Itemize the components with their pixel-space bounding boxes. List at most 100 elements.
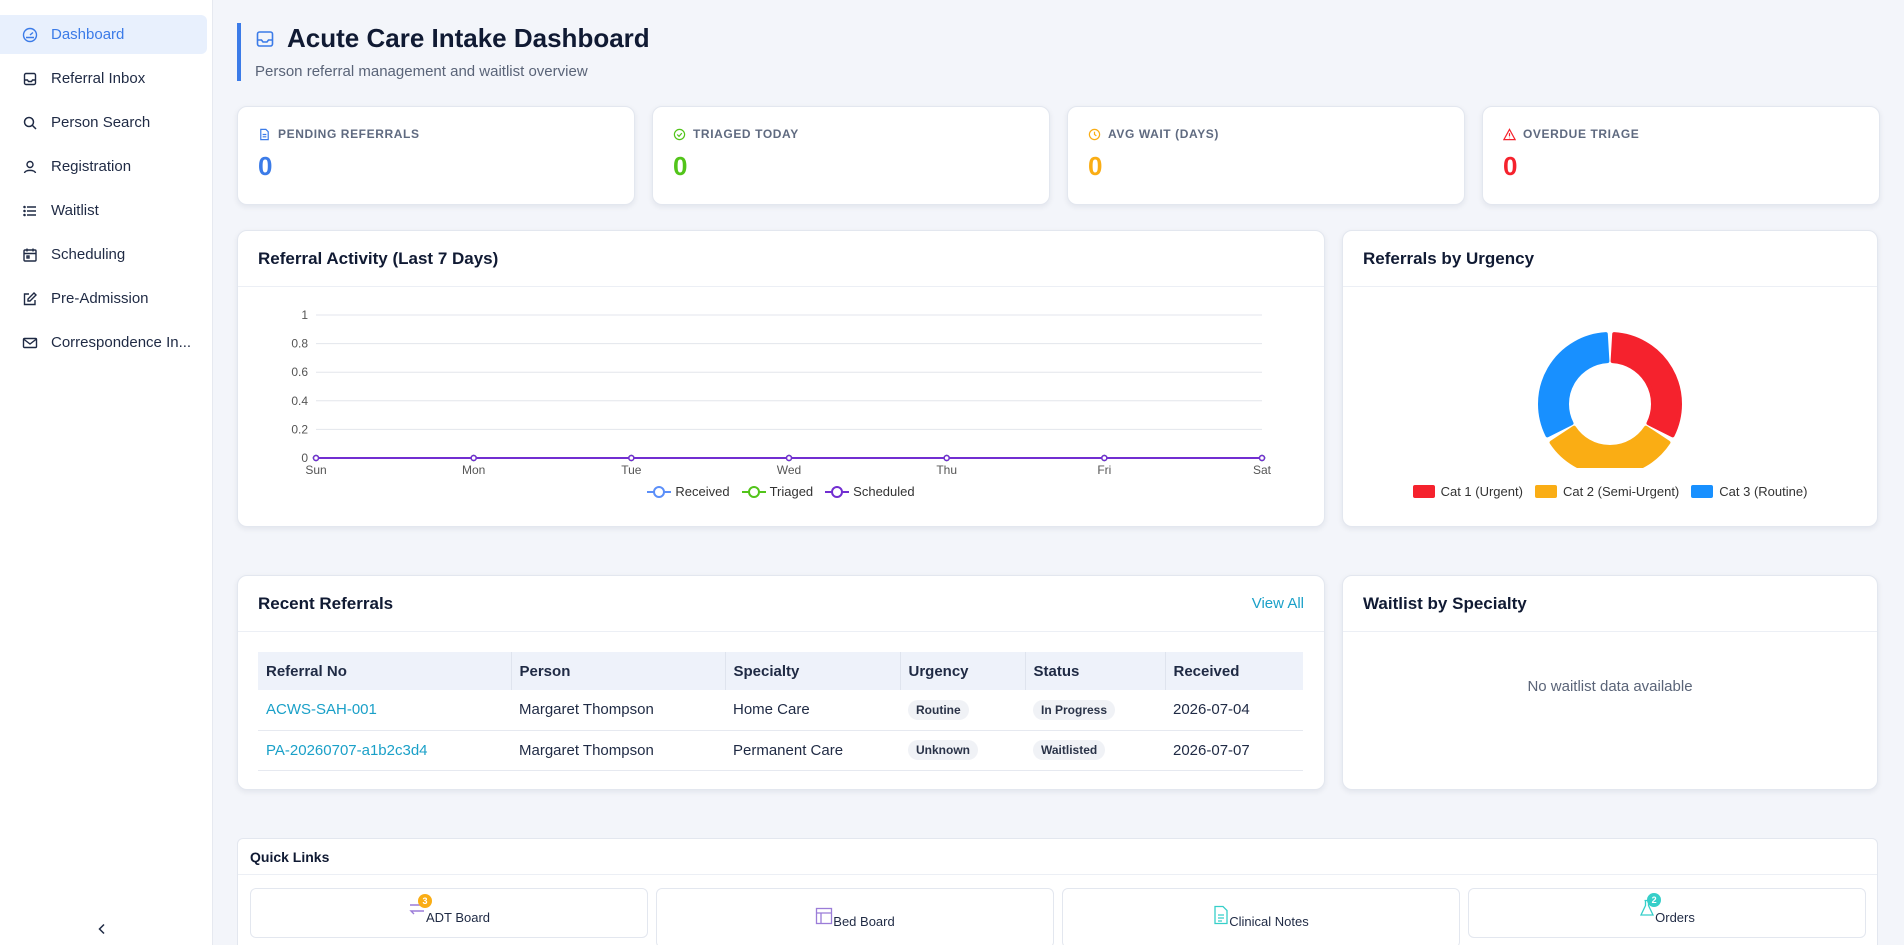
- inbox-icon: [256, 30, 274, 47]
- y-tick-label: 0: [301, 451, 308, 465]
- data-point[interactable]: [470, 454, 477, 462]
- check-circle-icon: [673, 128, 686, 140]
- x-tick-label: Sat: [1253, 463, 1272, 477]
- sidebar-item-label: Pre-Admission: [51, 290, 149, 307]
- column-header[interactable]: Person: [511, 652, 726, 690]
- urgency-badge: Routine: [908, 699, 969, 720]
- stat-value: 0: [1503, 151, 1518, 181]
- search-icon: [23, 116, 37, 130]
- sidebar-item-referral-inbox[interactable]: Referral Inbox: [0, 59, 207, 98]
- x-tick-label: Tue: [621, 463, 642, 477]
- referral-activity-card: Referral Activity (Last 7 Days) 0 0.2 0.4 0…: [237, 230, 1325, 527]
- quick-link-orders[interactable]: 2 Orders: [1468, 888, 1866, 938]
- x-tick-label: Wed: [777, 463, 801, 477]
- chart-legend: Received Triaged Scheduled: [238, 484, 1324, 499]
- quick-link-bed-board[interactable]: Bed Board: [656, 888, 1054, 945]
- sidebar-item-pre-admission[interactable]: Pre-Admission: [0, 279, 207, 318]
- inbox-icon: [23, 72, 37, 85]
- quick-link-adt-board[interactable]: 3 ADT Board: [250, 888, 648, 938]
- sidebar-item-person-search[interactable]: Person Search: [0, 103, 207, 142]
- status-badge: Waitlisted: [1033, 740, 1106, 760]
- column-header[interactable]: Status: [1025, 652, 1166, 690]
- sidebar-nav: Dashboard Referral Inbox Person Search R…: [0, 0, 212, 362]
- x-tick-label: Sun: [305, 463, 326, 477]
- page-title: Acute Care Intake Dashboard: [255, 23, 650, 54]
- table-row[interactable]: PA-20260707-a1b2c3d4 Margaret Thompson P…: [258, 730, 1303, 771]
- legend-item[interactable]: Cat 3 (Routine): [1691, 484, 1807, 499]
- legend-marker: [647, 485, 672, 498]
- view-all-link[interactable]: View All: [1251, 595, 1304, 612]
- card-title: Recent Referrals: [258, 593, 394, 613]
- referrals-by-urgency-card: Referrals by Urgency Cat 1 (Urgent) Cat 2…: [1342, 230, 1878, 527]
- data-point[interactable]: [1258, 454, 1266, 462]
- y-tick-label: 0.8: [291, 337, 308, 351]
- legend-label: Received: [675, 484, 730, 499]
- card-title: Quick Links: [238, 839, 1877, 875]
- data-point[interactable]: [785, 454, 793, 462]
- table-row[interactable]: ACWS-SAH-001 Margaret Thompson Home Care…: [258, 690, 1303, 731]
- column-header[interactable]: Received: [1173, 662, 1240, 680]
- legend-item[interactable]: Triaged: [741, 484, 813, 499]
- column-header[interactable]: Urgency: [900, 652, 1026, 690]
- sidebar-item-dashboard[interactable]: Dashboard: [0, 15, 207, 54]
- referral-link[interactable]: PA-20260707-a1b2c3d4: [266, 741, 428, 759]
- referrals-table: Referral No Person Specialty Urgency Sta…: [258, 652, 1303, 771]
- legend-item[interactable]: Cat 1 (Urgent): [1412, 484, 1523, 499]
- document-icon: [260, 128, 269, 140]
- legend-swatch: [1534, 485, 1557, 498]
- sidebar-item-label: Correspondence In...: [51, 334, 192, 351]
- activity-line-chart: 0 0.2 0.4 0.6 0.8 1 Sun Mon Tue Wed Thu Fri Sat: [291, 308, 1272, 477]
- dashboard-icon: [22, 27, 38, 42]
- y-tick-label: 0.6: [291, 365, 308, 379]
- stat-card-pending-referrals: PENDING REFERRALS 0: [237, 106, 635, 205]
- table-header-row: Referral No Person Specialty Urgency Sta…: [258, 652, 1303, 690]
- sidebar-item-scheduling[interactable]: Scheduling: [0, 235, 207, 274]
- legend-label: Scheduled: [853, 484, 915, 499]
- list-icon: [23, 205, 36, 216]
- legend-marker: [741, 485, 766, 498]
- referral-link[interactable]: ACWS-SAH-001: [266, 701, 377, 719]
- main-content: Acute Care Intake Dashboard Person refer…: [213, 0, 1904, 945]
- legend-label: Cat 3 (Routine): [1719, 484, 1808, 499]
- legend-item[interactable]: Received: [647, 484, 730, 499]
- card-header: Recent Referrals View All: [238, 576, 1324, 632]
- calendar-icon: [23, 248, 37, 262]
- y-tick-label: 0.2: [291, 422, 308, 436]
- data-point[interactable]: [628, 454, 635, 462]
- quick-link-label: Bed Board: [833, 913, 895, 929]
- data-point[interactable]: [1101, 454, 1108, 462]
- mail-icon: [22, 337, 38, 348]
- donut-slice[interactable]: [1610, 332, 1682, 438]
- quick-link-label: Orders: [1655, 909, 1695, 925]
- donut-slice[interactable]: [1549, 425, 1671, 468]
- legend-item[interactable]: Scheduled: [825, 484, 915, 499]
- y-tick-label: 1: [301, 308, 308, 322]
- person-cell: Margaret Thompson: [511, 690, 725, 731]
- legend-swatch: [1691, 485, 1714, 498]
- sidebar-collapse-button[interactable]: [92, 919, 112, 939]
- status-badge: In Progress: [1033, 699, 1116, 720]
- chart-legend: Cat 1 (Urgent) Cat 2 (Semi-Urgent) Cat 3 (…: [1343, 484, 1877, 499]
- stat-card-avg-wait: AVG WAIT (DAYS) 0: [1067, 106, 1465, 205]
- card-header: Referral Activity (Last 7 Days): [238, 231, 1324, 287]
- sidebar-item-correspondence[interactable]: Correspondence In...: [0, 323, 207, 362]
- column-header[interactable]: Specialty: [725, 652, 901, 690]
- sidebar-item-waitlist[interactable]: Waitlist: [0, 191, 207, 230]
- clock-icon: [1088, 128, 1101, 140]
- stat-value: 0: [258, 151, 273, 181]
- legend-item[interactable]: Cat 2 (Semi-Urgent): [1534, 484, 1679, 499]
- card-title: Referrals by Urgency: [1363, 248, 1535, 268]
- card-header: Waitlist by Specialty: [1343, 576, 1877, 632]
- column-header[interactable]: Referral No: [258, 652, 512, 690]
- received-cell: 2026-07-07: [1165, 730, 1303, 771]
- page-title-text: Acute Care Intake Dashboard: [287, 23, 650, 53]
- quick-link-clinical-notes[interactable]: Clinical Notes: [1062, 888, 1460, 945]
- page-subtitle: Person referral management and waitlist …: [255, 63, 588, 80]
- sidebar-item-registration[interactable]: Registration: [0, 147, 207, 186]
- donut-slice[interactable]: [1538, 332, 1610, 438]
- layout-icon: [816, 907, 833, 925]
- stat-value: 0: [673, 151, 688, 181]
- data-point[interactable]: [943, 454, 950, 462]
- data-point[interactable]: [312, 454, 320, 462]
- card-title: Waitlist by Specialty: [1363, 593, 1527, 613]
